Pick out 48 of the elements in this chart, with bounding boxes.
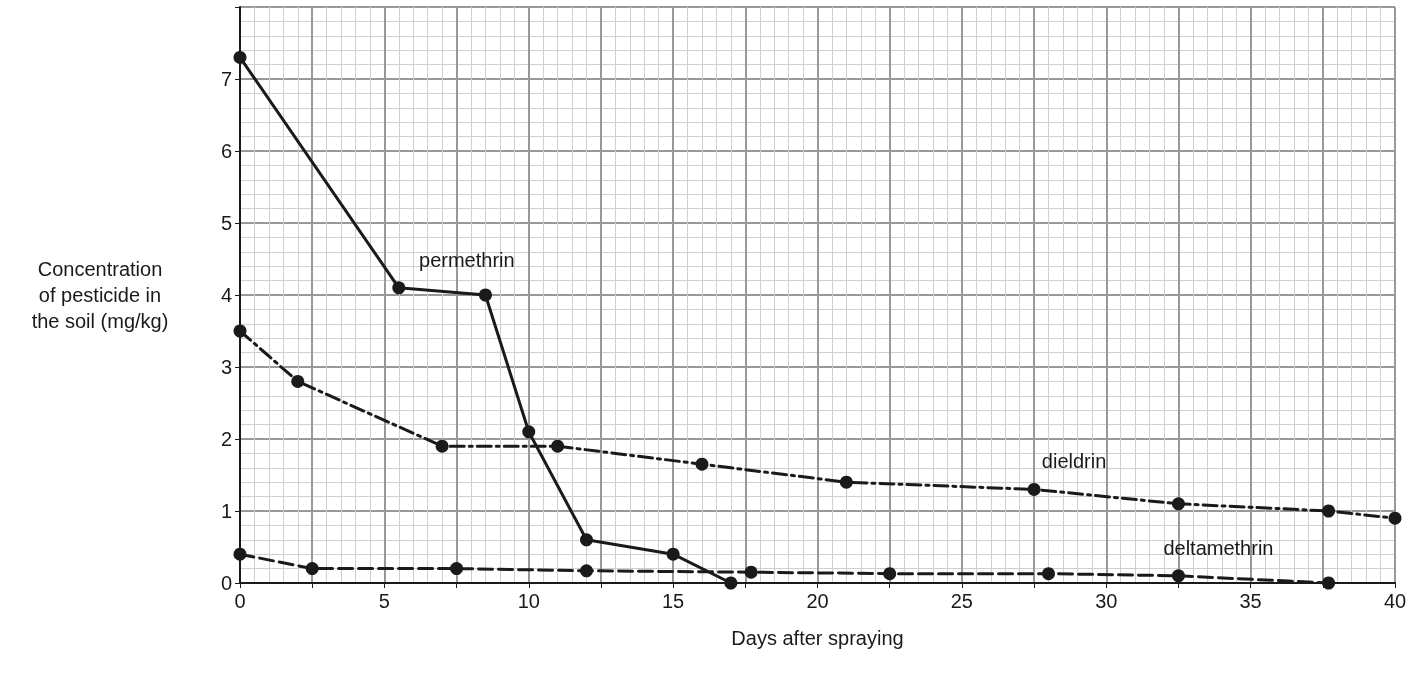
point bbox=[580, 533, 593, 547]
x-tick-label: 15 bbox=[662, 590, 685, 612]
y-tick-label: 3 bbox=[220, 356, 232, 378]
x-tick-label: 20 bbox=[806, 590, 829, 612]
y-tick-label: 2 bbox=[220, 428, 232, 450]
point bbox=[666, 547, 680, 561]
y-tick-label: 1 bbox=[220, 500, 232, 522]
y-tick-label: 7 bbox=[220, 68, 232, 90]
point bbox=[724, 576, 738, 590]
x-tick-label: 40 bbox=[1383, 590, 1407, 612]
point bbox=[233, 50, 247, 64]
x-tick-label: 30 bbox=[1095, 590, 1118, 612]
point bbox=[450, 562, 464, 576]
series-label: permethrin bbox=[419, 248, 515, 271]
point bbox=[551, 439, 565, 453]
point bbox=[291, 374, 305, 388]
y-tick-label: 0 bbox=[220, 572, 232, 594]
x-tick-label: 5 bbox=[378, 590, 390, 612]
point bbox=[305, 562, 319, 576]
point bbox=[883, 567, 897, 581]
point bbox=[744, 565, 758, 579]
point bbox=[392, 281, 406, 295]
series-label: deltamethrin bbox=[1163, 536, 1274, 559]
x-tick-label: 35 bbox=[1239, 590, 1262, 612]
x-tick-label: 25 bbox=[950, 590, 973, 612]
point bbox=[695, 457, 709, 471]
point bbox=[580, 564, 593, 578]
point bbox=[1322, 576, 1336, 590]
point bbox=[1171, 497, 1185, 511]
point bbox=[839, 475, 853, 489]
point bbox=[478, 288, 492, 302]
point bbox=[1027, 482, 1041, 496]
point bbox=[1171, 569, 1185, 583]
x-tick-label: 10 bbox=[517, 590, 540, 612]
y-tick-label: 5 bbox=[220, 212, 232, 234]
point bbox=[233, 324, 247, 338]
series-label: dieldrin bbox=[1041, 450, 1107, 473]
point bbox=[435, 439, 449, 453]
y-tick-label: 4 bbox=[220, 284, 232, 306]
point bbox=[1042, 567, 1055, 581]
x-axis-title: Days after spraying bbox=[731, 627, 904, 649]
point bbox=[1388, 511, 1402, 525]
point bbox=[522, 425, 536, 439]
y-axis-title: Concentration of pesticide in the soil (mg/kg) bbox=[31, 258, 169, 332]
x-tick-label: 0 bbox=[234, 590, 246, 612]
point bbox=[233, 547, 247, 561]
point bbox=[1322, 504, 1336, 518]
y-tick-label: 6 bbox=[220, 140, 232, 162]
